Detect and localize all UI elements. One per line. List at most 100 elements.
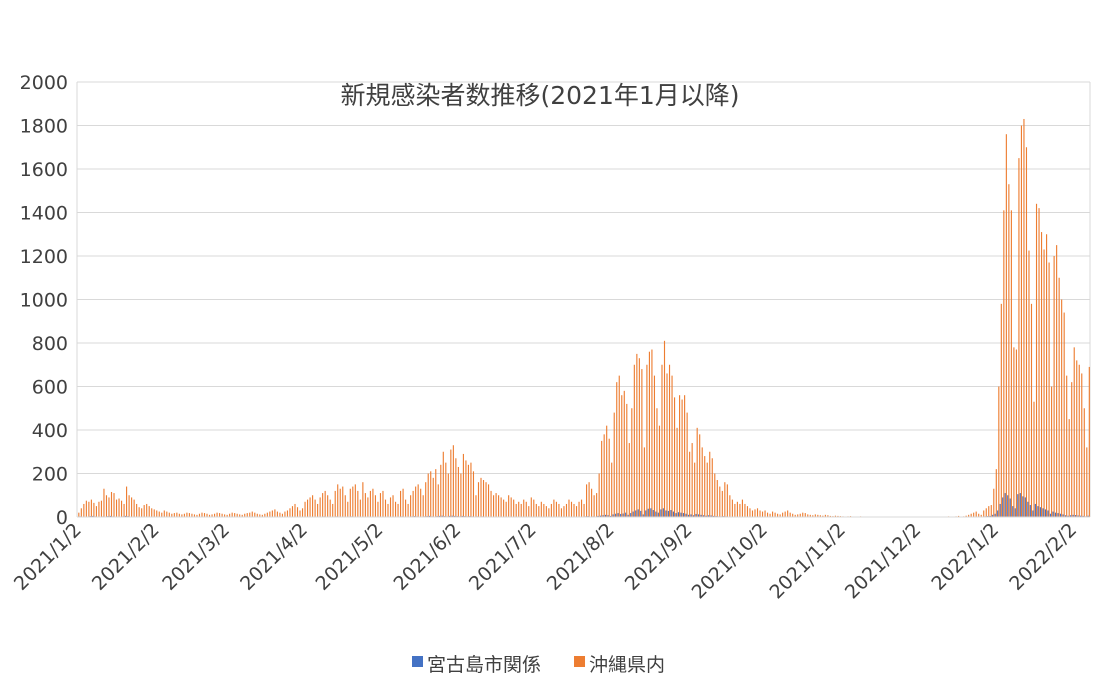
bar [506, 502, 507, 517]
bar [1081, 373, 1082, 517]
bar [332, 504, 333, 517]
bar [460, 474, 461, 518]
bar [737, 502, 738, 517]
bar [272, 510, 273, 517]
bar [405, 500, 406, 517]
bar [1020, 493, 1021, 517]
bar [247, 513, 248, 517]
bar [131, 497, 132, 517]
bar [668, 511, 669, 517]
bar [377, 502, 378, 517]
bar [533, 500, 534, 517]
bar [1064, 313, 1065, 517]
bar [594, 495, 595, 517]
bar [782, 513, 783, 517]
legend-label: 沖縄県内 [589, 654, 665, 676]
bar [621, 395, 622, 517]
bar [1036, 204, 1037, 517]
bar [480, 478, 481, 517]
bar [1026, 147, 1027, 517]
bar [616, 382, 617, 517]
bar [635, 510, 636, 517]
bar [159, 512, 160, 517]
bar [1033, 402, 1034, 517]
bar [1031, 304, 1032, 517]
bar [418, 484, 419, 517]
bar [679, 395, 680, 517]
bar [609, 439, 610, 517]
bar [269, 512, 270, 517]
x-tick-label: 2021/12/2 [841, 519, 925, 603]
bar [1017, 494, 1018, 517]
bar [729, 495, 730, 517]
bar [340, 489, 341, 517]
bar [380, 493, 381, 517]
bar [749, 508, 750, 517]
bar [536, 504, 537, 517]
bar [108, 497, 109, 517]
bar [665, 510, 666, 517]
bar [631, 408, 632, 517]
bar [660, 509, 661, 517]
bar [430, 471, 431, 517]
bar [767, 513, 768, 517]
bar [561, 508, 562, 517]
bar [586, 484, 587, 517]
x-tick-label: 2021/6/2 [389, 519, 465, 595]
bar [684, 395, 685, 517]
bar [146, 504, 147, 517]
bar [651, 350, 652, 517]
bar [234, 513, 235, 517]
bar [448, 474, 449, 518]
bar [91, 500, 92, 517]
bar [678, 512, 679, 517]
bar [541, 502, 542, 517]
bar [284, 512, 285, 517]
bar [96, 506, 97, 517]
bar [742, 500, 743, 517]
bar [355, 484, 356, 517]
bar [310, 497, 311, 517]
legend-swatch [574, 656, 585, 667]
bar [644, 447, 645, 517]
bar [599, 474, 600, 518]
bar [673, 512, 674, 517]
bar [362, 482, 363, 517]
bar [775, 513, 776, 517]
bar [465, 460, 466, 517]
bar [490, 491, 491, 517]
bar [440, 465, 441, 517]
bar [327, 495, 328, 517]
bar [658, 513, 659, 517]
bar [98, 502, 99, 517]
bar [317, 504, 318, 517]
bar [277, 512, 278, 517]
bar [1055, 513, 1056, 517]
bar [790, 513, 791, 517]
bar [764, 510, 765, 517]
bar [1002, 497, 1003, 517]
bar [347, 502, 348, 517]
bar [413, 491, 414, 517]
bar [93, 503, 94, 517]
bar [636, 354, 637, 517]
bar [680, 513, 681, 517]
bar [629, 443, 630, 517]
bar [325, 491, 326, 517]
bar [596, 493, 597, 517]
bar [638, 509, 639, 517]
bar [149, 506, 150, 517]
bar [645, 510, 646, 517]
bar [670, 510, 671, 517]
bar [624, 391, 625, 517]
bar [485, 482, 486, 517]
bar [732, 500, 733, 517]
x-tick-label: 2022/2/2 [1005, 519, 1081, 595]
bar [556, 502, 557, 517]
y-tick-label: 1200 [20, 246, 68, 268]
bar [385, 500, 386, 517]
bar [455, 458, 456, 517]
bar [630, 513, 631, 517]
bar [1008, 184, 1009, 517]
